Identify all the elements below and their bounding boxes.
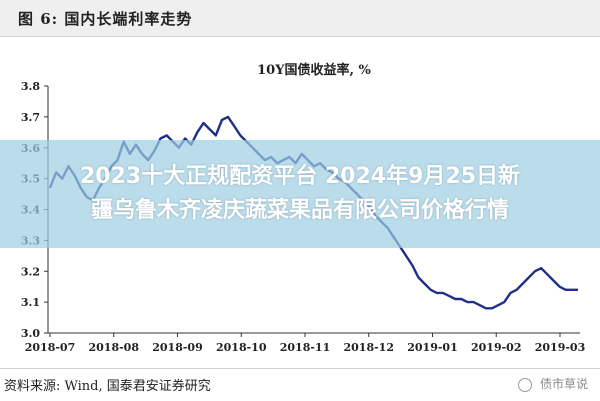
x-tick-label: 2019-02 xyxy=(471,341,522,354)
figure-header: 图 6: 国内长端利率走势 xyxy=(0,0,600,37)
wechat-icon xyxy=(518,378,532,392)
source-text: 资料来源: Wind, 国泰君安证券研究 xyxy=(4,379,211,394)
y-tick-label: 3.7 xyxy=(21,111,40,124)
x-tick-label: 2018-07 xyxy=(25,341,76,354)
x-tick-label: 2018-10 xyxy=(216,341,267,354)
source-footer: 资料来源: Wind, 国泰君安证券研究 债市草说 xyxy=(0,368,600,401)
overlay-text-line1: 2023十大正规配资平台 2024年9月25日新 xyxy=(79,164,521,189)
y-tick-label: 3.1 xyxy=(21,296,40,309)
overlay-text-line2: 疆乌鲁木齐凌庆蔬菜果品有限公司价格行情 xyxy=(90,198,509,223)
x-tick-label: 2018-11 xyxy=(280,341,331,354)
x-tick-label: 2019-03 xyxy=(535,341,586,354)
y-tick-label: 3.8 xyxy=(21,80,40,93)
y-tick-label: 3.0 xyxy=(21,327,40,340)
x-tick-label: 2019-01 xyxy=(407,341,458,354)
x-tick-label: 2018-12 xyxy=(344,341,395,354)
x-tick-label: 2018-08 xyxy=(89,341,140,354)
watermark-text: 债市草说 xyxy=(539,377,588,391)
figure-title: 图 6: 国内长端利率走势 xyxy=(18,10,193,28)
y-tick-label: 3.2 xyxy=(21,265,40,278)
watermark-overlay-banner: 2023十大正规配资平台 2024年9月25日新 疆乌鲁木齐凌庆蔬菜果品有限公司… xyxy=(0,140,600,248)
chart-title: 10Y国债收益率, % xyxy=(257,62,371,78)
x-tick-label: 2018-09 xyxy=(152,341,203,354)
